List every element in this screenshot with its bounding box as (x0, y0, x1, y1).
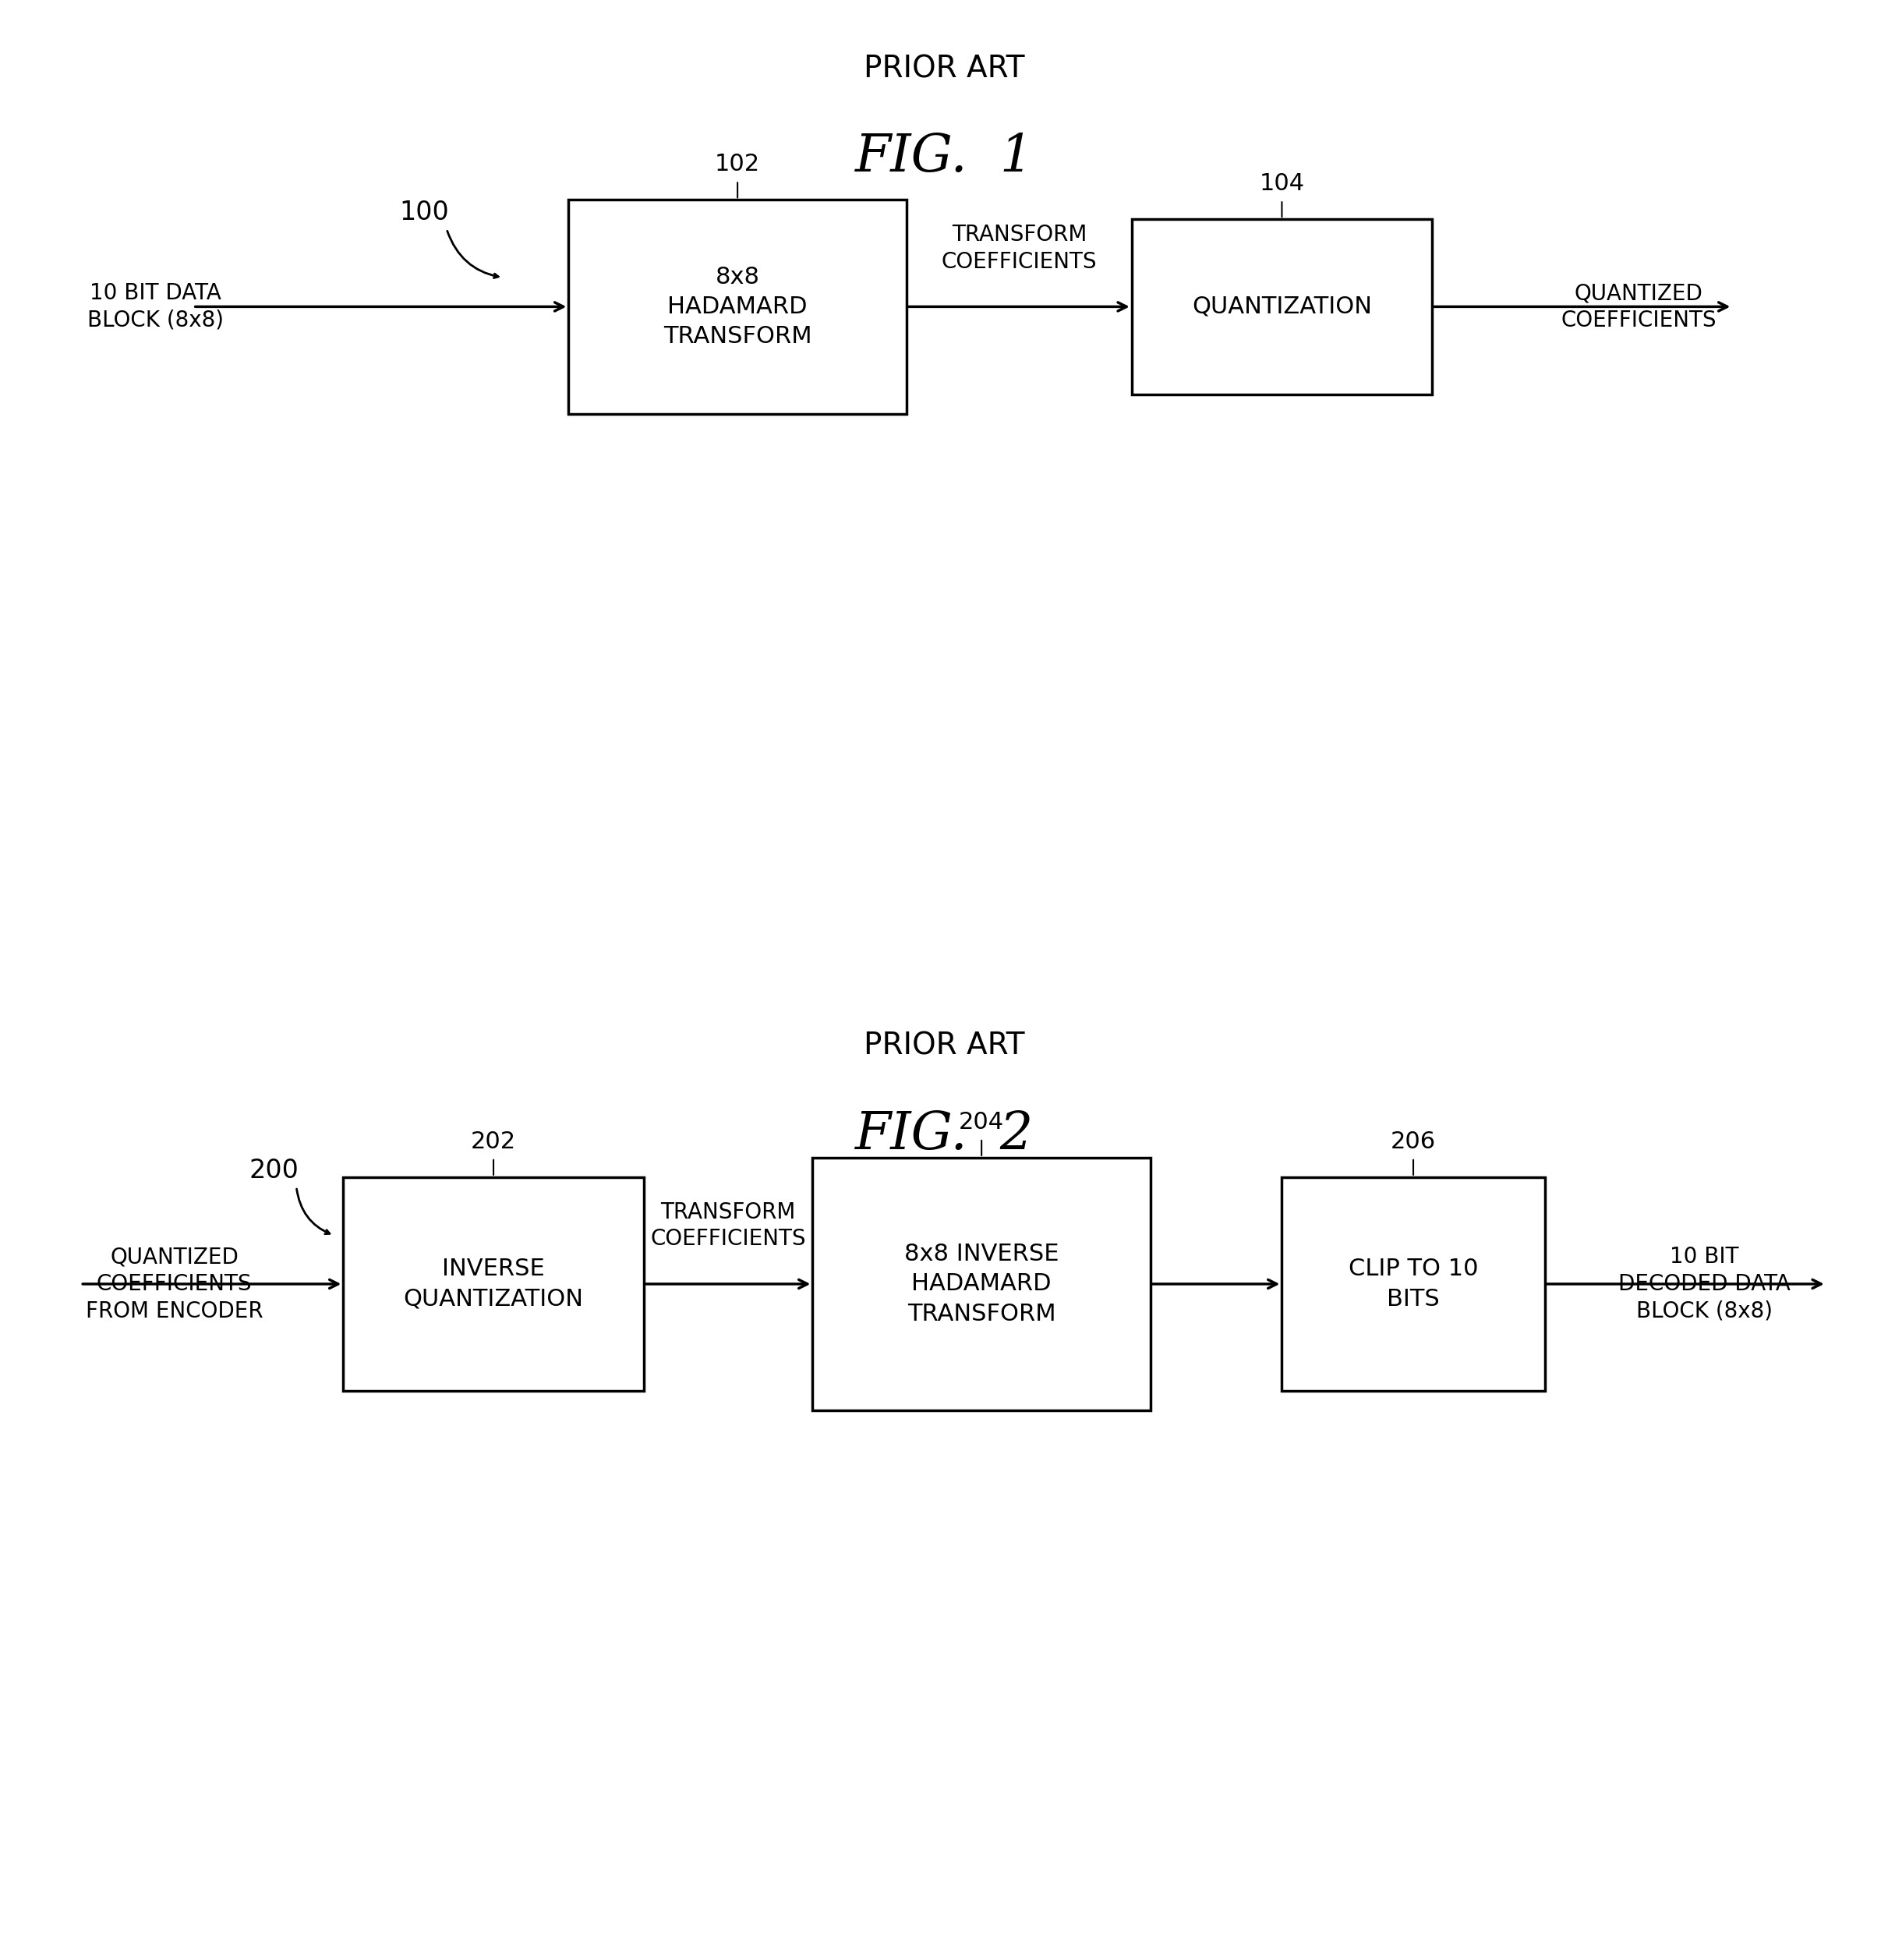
Text: FIG.  2: FIG. 2 (855, 1109, 1033, 1160)
Text: FIG.  1: FIG. 1 (855, 131, 1033, 182)
FancyBboxPatch shape (344, 1178, 644, 1392)
Text: QUANTIZED
COEFFICIENTS: QUANTIZED COEFFICIENTS (1561, 282, 1716, 331)
Text: 102: 102 (716, 153, 761, 176)
Text: PRIOR ART: PRIOR ART (863, 1031, 1025, 1060)
FancyBboxPatch shape (1131, 220, 1433, 394)
Text: 8x8
HADAMARD
TRANSFORM: 8x8 HADAMARD TRANSFORM (663, 267, 812, 347)
FancyBboxPatch shape (812, 1158, 1150, 1411)
Text: 206: 206 (1391, 1131, 1437, 1152)
FancyBboxPatch shape (568, 200, 906, 414)
Text: 200: 200 (249, 1158, 298, 1184)
Text: 104: 104 (1259, 172, 1305, 194)
Text: CLIP TO 10
BITS: CLIP TO 10 BITS (1348, 1258, 1478, 1309)
Text: 10 BIT DATA
BLOCK (8x8): 10 BIT DATA BLOCK (8x8) (87, 282, 225, 331)
Text: PRIOR ART: PRIOR ART (863, 55, 1025, 84)
Text: QUANTIZATION: QUANTIZATION (1191, 296, 1373, 318)
Text: 204: 204 (959, 1111, 1004, 1133)
FancyBboxPatch shape (1282, 1178, 1544, 1392)
Text: TRANSFORM
COEFFICIENTS: TRANSFORM COEFFICIENTS (649, 1201, 806, 1250)
Text: 100: 100 (400, 200, 449, 225)
Text: QUANTIZED
COEFFICIENTS
FROM ENCODER: QUANTIZED COEFFICIENTS FROM ENCODER (85, 1247, 262, 1321)
Text: 8x8 INVERSE
HADAMARD
TRANSFORM: 8x8 INVERSE HADAMARD TRANSFORM (904, 1243, 1059, 1325)
Text: 10 BIT
DECODED DATA
BLOCK (8x8): 10 BIT DECODED DATA BLOCK (8x8) (1618, 1247, 1790, 1321)
Text: TRANSFORM
COEFFICIENTS: TRANSFORM COEFFICIENTS (942, 223, 1097, 272)
Text: 202: 202 (470, 1131, 515, 1152)
Text: INVERSE
QUANTIZATION: INVERSE QUANTIZATION (404, 1258, 583, 1309)
